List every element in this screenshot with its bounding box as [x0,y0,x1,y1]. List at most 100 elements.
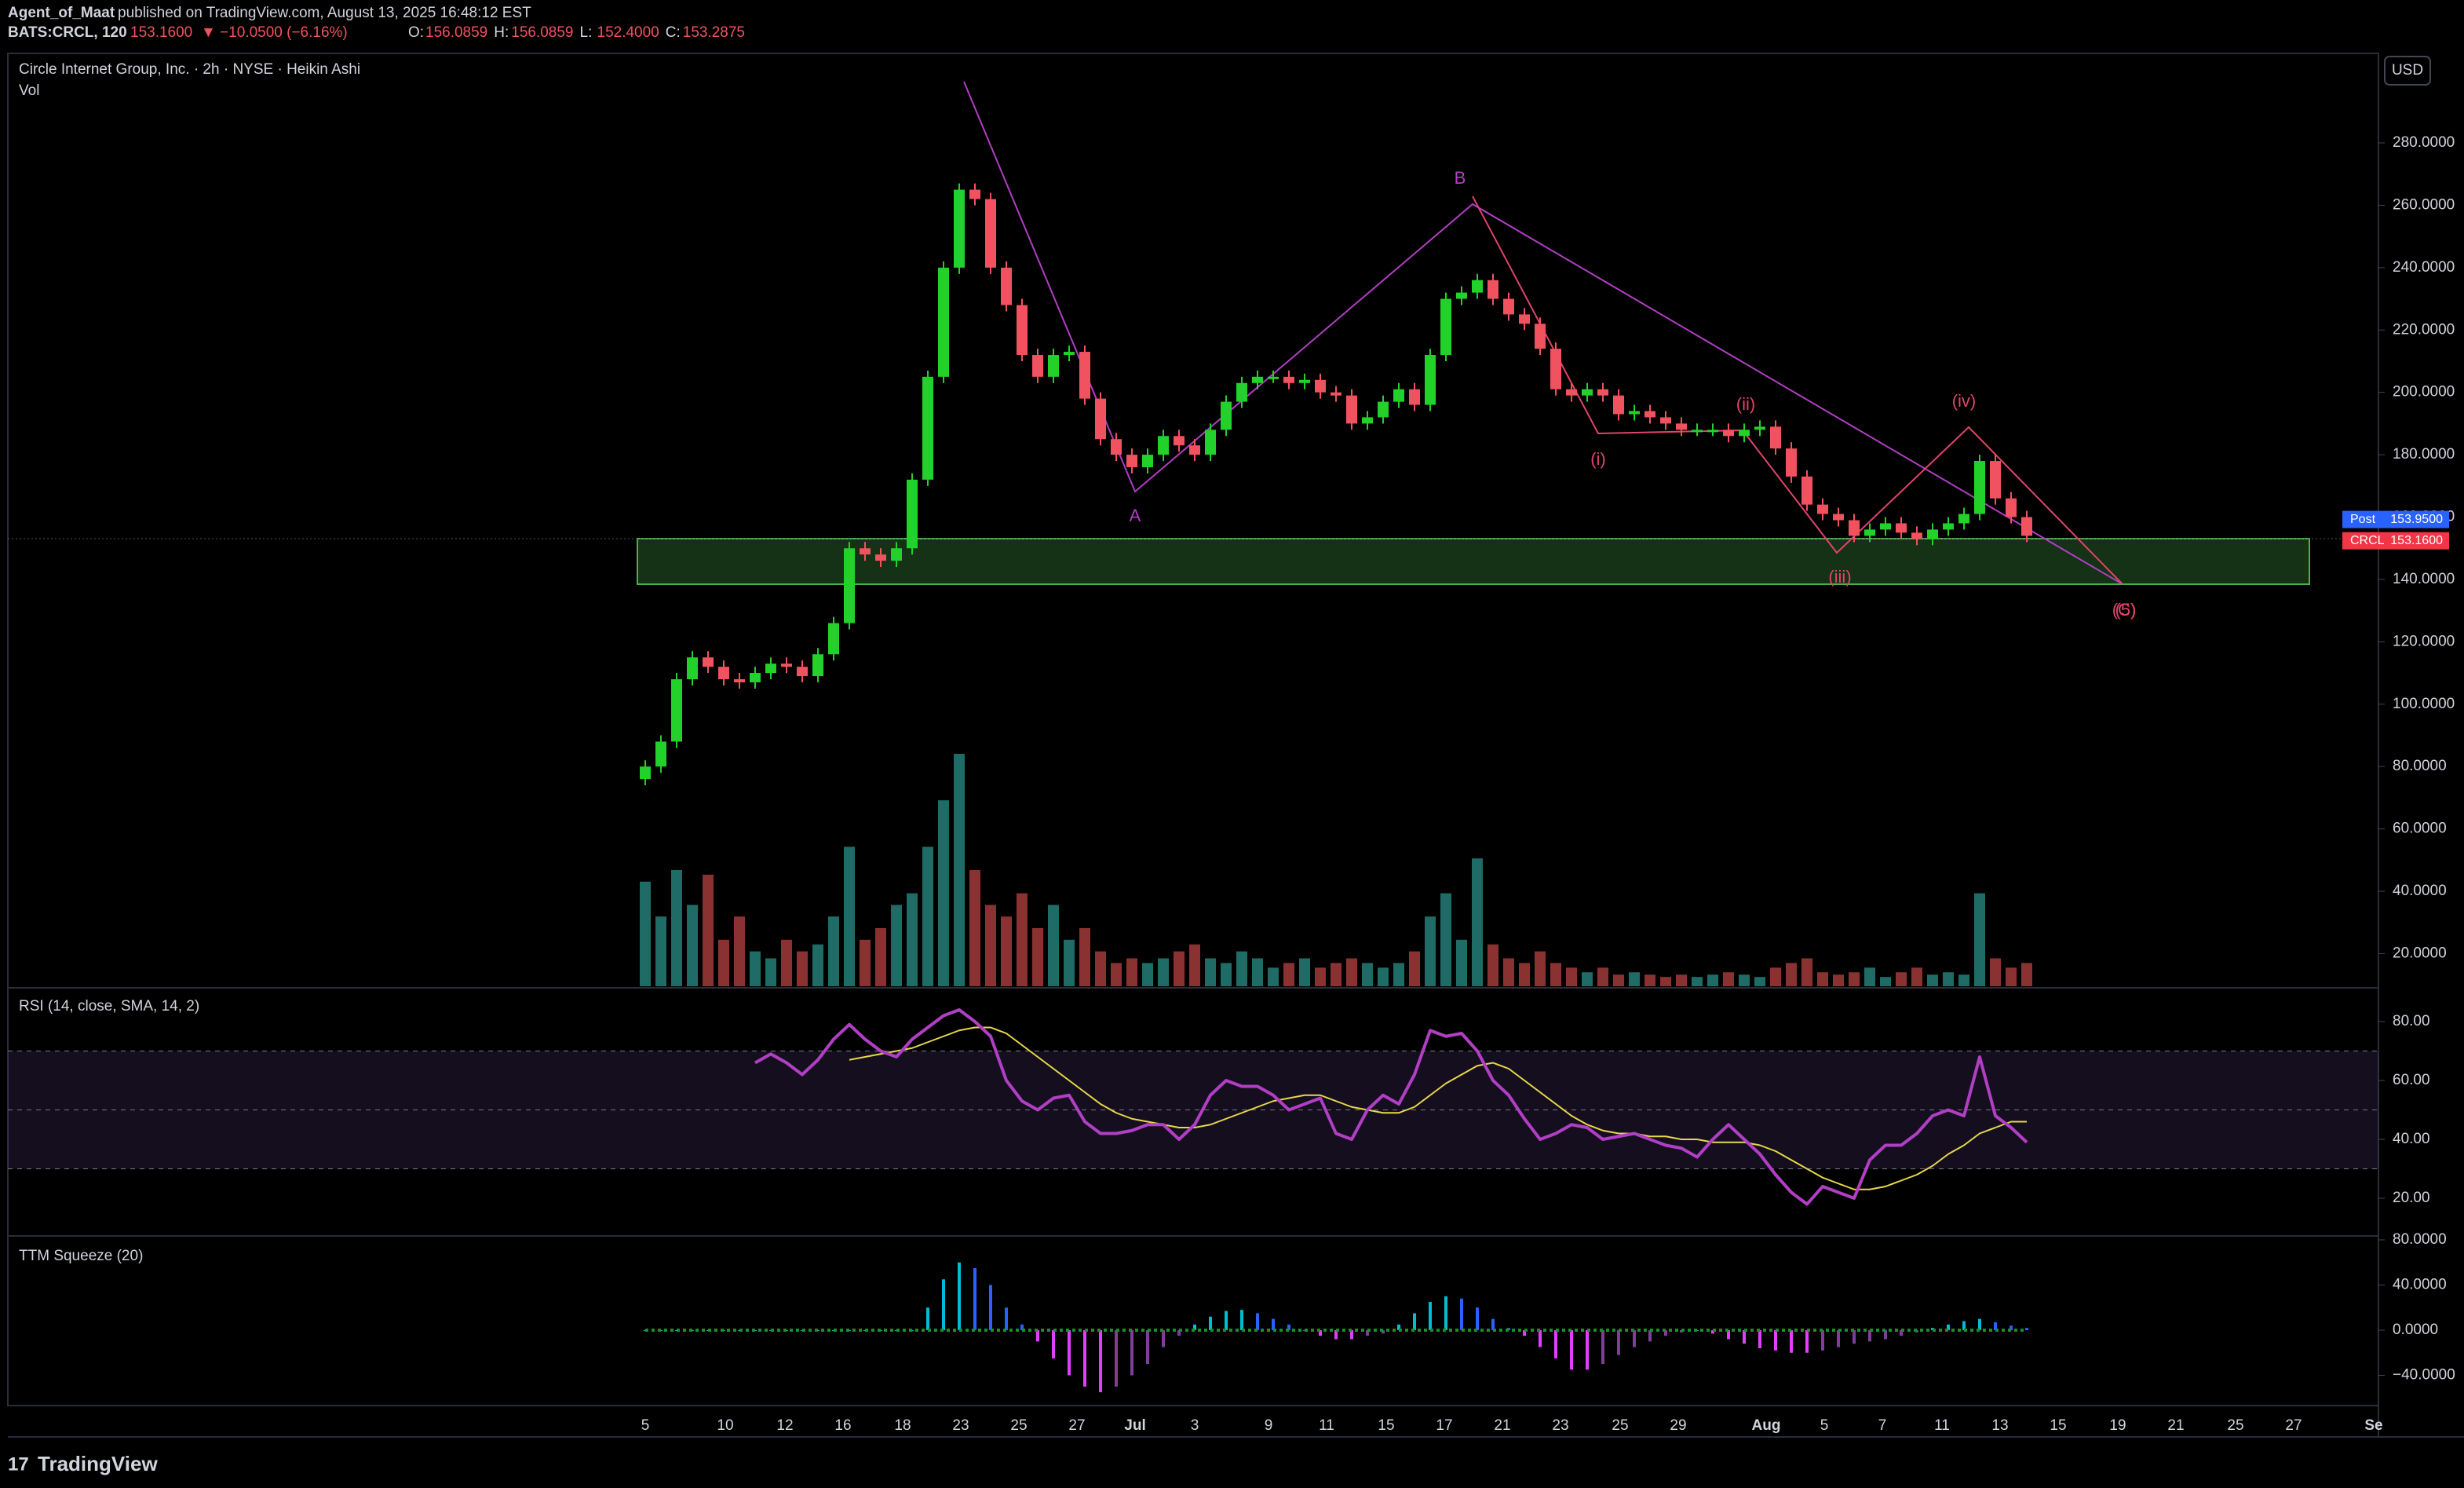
volume-bar [1252,958,1263,986]
candle [860,548,871,555]
volume-bar [1754,977,1765,986]
volume-bar [907,893,918,986]
candle [1299,379,1310,383]
squeeze-bar [1523,1330,1526,1336]
squeeze-bar [1413,1313,1416,1330]
chart-title: Circle Internet Group, Inc. · 2h · NYSE … [19,61,360,78]
ohlc-value: 152.4000 [597,24,659,41]
rsi-sma-line [849,1026,2027,1190]
squeeze-bar [1240,1310,1243,1330]
volume-bar [1644,974,1655,986]
candle [1440,298,1451,356]
time-label: 18 [894,1417,911,1434]
currency[interactable]: USD [2392,62,2423,79]
squeeze-bar [1256,1313,1259,1330]
currency-button[interactable] [2384,56,2431,86]
candle [1519,314,1530,324]
candle [1896,523,1907,533]
candle [1158,436,1169,455]
volume-bar [1456,939,1467,986]
time-label: 12 [776,1417,793,1434]
squeeze-bar [1633,1330,1636,1347]
rsi-band [8,1051,2378,1169]
volume-bar [1409,951,1420,986]
squeeze-bar [1083,1330,1086,1387]
time-label: 5 [1820,1417,1829,1434]
price-tick-label: 180.0000 [2393,446,2455,462]
squeeze-bar [1366,1330,1369,1336]
ohlc-value: 156.0859 [511,24,573,41]
candle [1236,382,1247,402]
volume-bar [875,928,886,986]
volume-bar [1629,972,1640,986]
volume-bar [718,939,729,986]
candle [1252,376,1263,383]
price-tick-label: 240.0000 [2393,259,2455,276]
volume-bar [1723,972,1734,986]
squeeze-bar [1837,1330,1840,1347]
candle [1535,324,1546,349]
squeeze-bar [1130,1330,1133,1376]
volume-bar [828,916,839,986]
squeeze-bar [1476,1307,1479,1330]
volume-bar [1001,916,1012,986]
candle [1817,504,1828,514]
volume-bar [1613,974,1624,986]
candle [1268,376,1279,379]
volume-bar [2021,963,2032,986]
squeeze-bar [1036,1330,1039,1342]
volume-bar [1864,967,1875,986]
candle [1503,298,1514,315]
squeeze-bar [1146,1330,1149,1365]
squeeze-bar [1884,1330,1887,1340]
candle [1880,523,1891,530]
squeeze-bar [1115,1330,1118,1387]
time-label: 16 [834,1417,851,1434]
volume-bar [860,939,871,986]
squeeze-bar [1648,1330,1652,1342]
volume-bar [671,870,682,986]
wave-label: B [1455,168,1466,188]
candle [1378,401,1389,418]
candle [1456,292,1467,299]
rsi-line [754,1008,2028,1206]
price-tick-label: 220.0000 [2393,321,2455,338]
candle [938,267,949,377]
wave-label: (i) [1590,449,1606,469]
volume-bar [750,951,761,986]
candle [985,199,996,268]
volume-bar [1943,972,1954,986]
squeeze-bar [1821,1330,1824,1351]
ohlc-label: O: [408,24,424,41]
time-label: 19 [2109,1417,2126,1434]
squeeze-bar [1774,1330,1777,1351]
candle [891,548,902,561]
volume-bar [1378,967,1389,986]
time-label: Se [2364,1417,2382,1434]
candle [1597,389,1608,396]
price-tick-label: 280.0000 [2393,134,2455,151]
volume-bar [954,754,965,986]
squeeze-bar [1068,1330,1071,1376]
volume-bar [781,939,792,986]
candle [1770,426,1781,449]
volume-bar [1017,893,1028,986]
volume-bar [1550,963,1561,986]
candle [907,479,918,549]
candle [1001,267,1012,305]
volume-bar [985,905,996,986]
logo-icon: 17 [8,1453,29,1475]
candle [1660,417,1671,424]
volume-bar [1331,963,1342,986]
candle [922,376,933,480]
candle [1472,280,1483,293]
candle [797,667,808,677]
candle [703,657,714,667]
candle [1174,436,1185,446]
candle [781,664,792,667]
candle [1990,461,2001,499]
candle [718,667,729,680]
candle [1126,455,1137,467]
squeeze-bar [1743,1330,1746,1344]
